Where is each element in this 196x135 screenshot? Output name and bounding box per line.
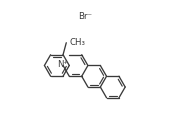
Text: N⁺: N⁺ xyxy=(57,60,68,69)
Text: Br⁻: Br⁻ xyxy=(78,12,92,21)
Text: CH₃: CH₃ xyxy=(70,38,86,47)
